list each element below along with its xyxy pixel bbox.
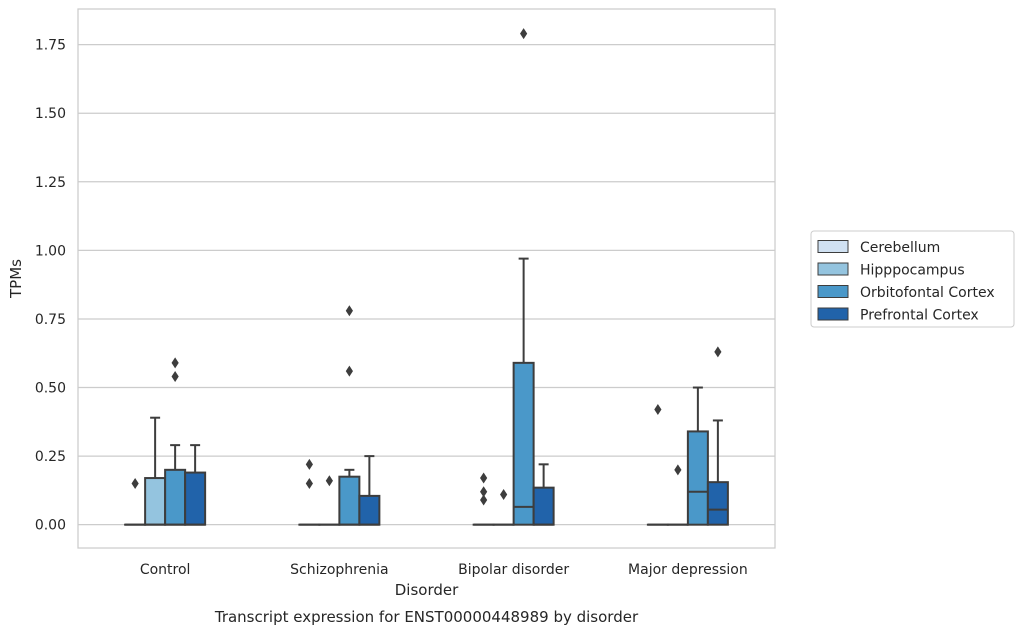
box-group	[144, 416, 167, 526]
outlier-point	[345, 365, 353, 377]
x-tick-label: Schizophrenia	[290, 562, 388, 578]
outlier-point	[714, 346, 722, 358]
outlier-point	[325, 475, 333, 487]
box-group	[318, 475, 341, 526]
legend-swatch	[817, 240, 849, 253]
chart-caption: Transcript expression for ENST0000044898…	[214, 608, 639, 626]
outlier-point	[480, 486, 488, 498]
outlier-point	[480, 472, 488, 484]
box-group	[164, 357, 187, 526]
box	[512, 361, 535, 526]
box-group	[666, 464, 689, 526]
outlier-point	[345, 305, 353, 317]
y-tick-label: 0.75	[35, 312, 66, 328]
legend-swatch	[817, 307, 849, 321]
box	[686, 430, 709, 526]
legend-label: Cerebellum	[860, 240, 940, 256]
box-group	[512, 28, 535, 526]
legend-label: Hipppocampus	[860, 263, 965, 279]
legend-swatch	[817, 285, 849, 298]
y-tick-label: 1.00	[35, 243, 66, 259]
legend-swatch	[817, 262, 849, 276]
y-tick-label: 0.25	[35, 449, 66, 465]
box-group	[124, 478, 147, 526]
x-tick-label: Major depression	[628, 562, 748, 578]
box-group	[358, 455, 381, 526]
y-tick-label: 0.00	[35, 518, 66, 534]
legend-label: Prefrontal Cortex	[860, 308, 979, 324]
y-tick-label: 1.75	[35, 38, 66, 54]
outlier-point	[520, 28, 528, 40]
x-axis-ticks: Control Schizophrenia Bipolar disorder Majo…	[140, 562, 748, 578]
outlier-point	[305, 478, 313, 490]
x-tick-label: Bipolar disorder	[458, 562, 569, 578]
y-tick-label: 0.50	[35, 381, 66, 397]
box	[338, 475, 361, 526]
legend: Cerebellum Hipppocampus Orbitofontal Corte…	[810, 230, 1015, 328]
legend-frame	[810, 230, 1015, 328]
outlier-point	[131, 478, 139, 490]
outlier-point	[654, 403, 662, 415]
box-group	[686, 386, 709, 526]
y-tick-label: 1.25	[35, 175, 66, 191]
box	[144, 477, 167, 526]
box-group	[492, 489, 515, 526]
x-axis-title: Disorder	[395, 581, 459, 599]
outlier-point	[171, 357, 179, 369]
box-group	[706, 346, 729, 526]
outlier-point	[674, 464, 682, 476]
box	[164, 468, 187, 526]
plot-area	[77, 8, 776, 549]
outlier-point	[305, 458, 313, 470]
box-group	[184, 444, 207, 526]
x-tick-label: Control	[140, 562, 191, 578]
y-gridlines	[78, 44, 775, 526]
y-axis-title: TPMs	[7, 259, 25, 299]
box	[184, 471, 207, 526]
box-group	[298, 458, 321, 526]
outlier-point	[480, 494, 488, 506]
outlier-point	[171, 371, 179, 383]
box	[358, 494, 381, 526]
y-tick-label: 1.50	[35, 106, 66, 122]
outlier-point	[500, 489, 508, 501]
box	[706, 481, 729, 526]
box-group	[472, 472, 495, 526]
box-series	[124, 28, 729, 526]
box-group	[646, 403, 669, 526]
legend-label: Orbitofontal Cortex	[860, 285, 995, 301]
box-group	[338, 305, 361, 526]
box	[532, 486, 555, 526]
y-axis-ticks: 0.00 0.25 0.50 0.75 1.00 1.25 1.50 1.75	[35, 38, 66, 534]
box-group	[532, 463, 555, 526]
